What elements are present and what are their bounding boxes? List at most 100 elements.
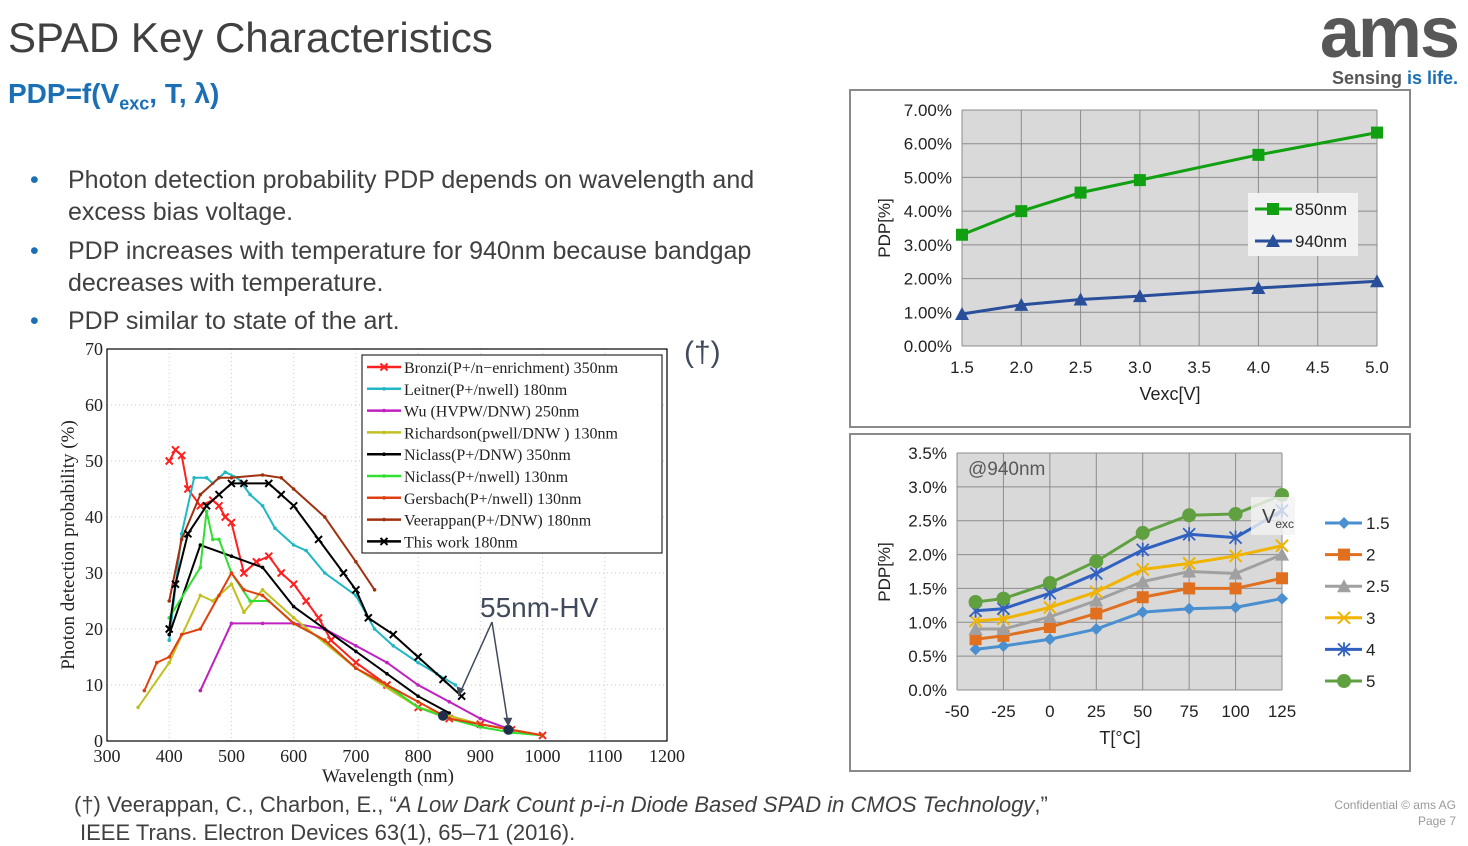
data-point [1043,600,1057,615]
y-tick-label: 1.5% [908,579,947,598]
y-tick-label: 70 [85,339,103,359]
y-tick-label: 50 [85,451,103,471]
data-point [1136,591,1149,604]
y-tick-label: 0.5% [908,647,947,666]
x-tick-label: 2.5 [1069,358,1093,377]
data-point [339,568,348,578]
data-point [165,624,174,634]
data-point [1042,576,1057,591]
subtitle-sub: exc [119,93,150,114]
data-point [1275,539,1289,553]
y-tick-label: 10 [85,675,103,695]
data-point [1228,530,1243,545]
bullet-item: • PDP increases with temperature for 940n… [30,235,820,299]
data-point [289,579,298,589]
data-point [198,543,203,547]
y-axis-label: PDP[%] [875,542,894,602]
x-tick-label: 100 [1221,702,1249,721]
plot-frame [106,348,668,742]
data-point [1042,609,1057,623]
data-point [260,504,265,508]
legend-label: This work 180nm [404,534,518,551]
slide-title: SPAD Key Characteristics [8,14,493,61]
data-point [447,700,452,704]
data-point [1182,508,1197,523]
footnote-prefix: (†) Veerappan, C., Charbon, E., “ [74,792,397,817]
y-tick-label: 2.0% [908,546,947,565]
footnote-title: A Low Dark Count p-i-n Diode Based SPAD … [396,792,1035,817]
data-point [478,722,483,726]
data-point [351,585,361,595]
data-point [198,688,203,693]
x-tick-label: 400 [156,746,183,766]
slide-subtitle: PDP=f(Vexc, T, λ) [8,78,219,115]
data-point [1073,292,1088,306]
data-point [291,604,296,609]
y-tick-label: 3.5% [908,444,947,463]
bullet-icon: • [30,237,39,265]
legend-marker [382,387,386,391]
bullet-icon: • [30,166,39,194]
data-point [1074,186,1087,199]
legend-label: Veerappan(P+/DNW) 180nm [404,513,592,530]
subtitle-rest: , T, λ) [149,78,220,109]
legend-label: 850nm [1295,200,1347,219]
y-tick-label: 20 [85,619,103,639]
annotation-point [503,724,514,735]
data-point [210,537,215,542]
bullet-item: • PDP similar to state of the art. [30,305,820,337]
legend-marker [382,496,386,500]
data-point [1228,506,1243,521]
data-point [277,568,286,578]
legend-marker [379,362,389,372]
tagline-sensing: Sensing [1331,68,1402,88]
data-point [1228,566,1243,580]
data-point [1043,633,1056,646]
x-tick-label: 0 [1045,702,1054,721]
bullet-text: PDP increases with temperature for 940nm… [68,237,752,297]
plot-area [957,453,1282,690]
legend-label: Wu (HVPW/DNW) 250nm [404,404,580,421]
x-tick-label: 25 [1087,702,1106,721]
data-point [183,529,193,539]
series-line [975,576,1283,641]
legend-title-sub: exc [1275,517,1294,531]
data-point [217,476,221,480]
data-point [142,688,147,693]
data-point [214,490,224,499]
data-point [198,492,203,497]
data-point [214,501,224,511]
data-point [416,694,420,698]
data-point [416,683,420,687]
legend-box [361,354,663,554]
data-point [260,593,265,598]
data-point [447,711,452,715]
data-point [289,501,298,511]
data-point [385,672,389,676]
data-point [221,512,230,522]
legend-marker [1337,642,1351,657]
data-point [1043,621,1056,634]
data-point [171,445,180,455]
annotation-point [438,710,448,721]
data-point [177,451,186,460]
y-tick-label: 7.00% [904,101,952,120]
x-tick-label: 125 [1268,702,1296,721]
data-point [291,616,296,620]
data-point [1182,527,1196,542]
data-point [1133,174,1146,187]
confidential-label: Confidential © ams AG [1334,798,1456,812]
legend-marker [1266,234,1280,247]
data-point [1183,602,1196,615]
data-point [273,526,277,530]
page-number: Page 7 [1417,814,1456,828]
bullet-text: Photon detection probability PDP depends… [68,166,755,226]
legend-marker [1338,548,1350,561]
legend-marker [382,430,386,435]
data-point [385,660,389,665]
x-tick-label: -50 [945,702,970,721]
y-tick-label: 0.00% [904,337,952,356]
legend-marker [382,452,386,457]
subtitle-main: PDP=f(V [8,78,120,109]
